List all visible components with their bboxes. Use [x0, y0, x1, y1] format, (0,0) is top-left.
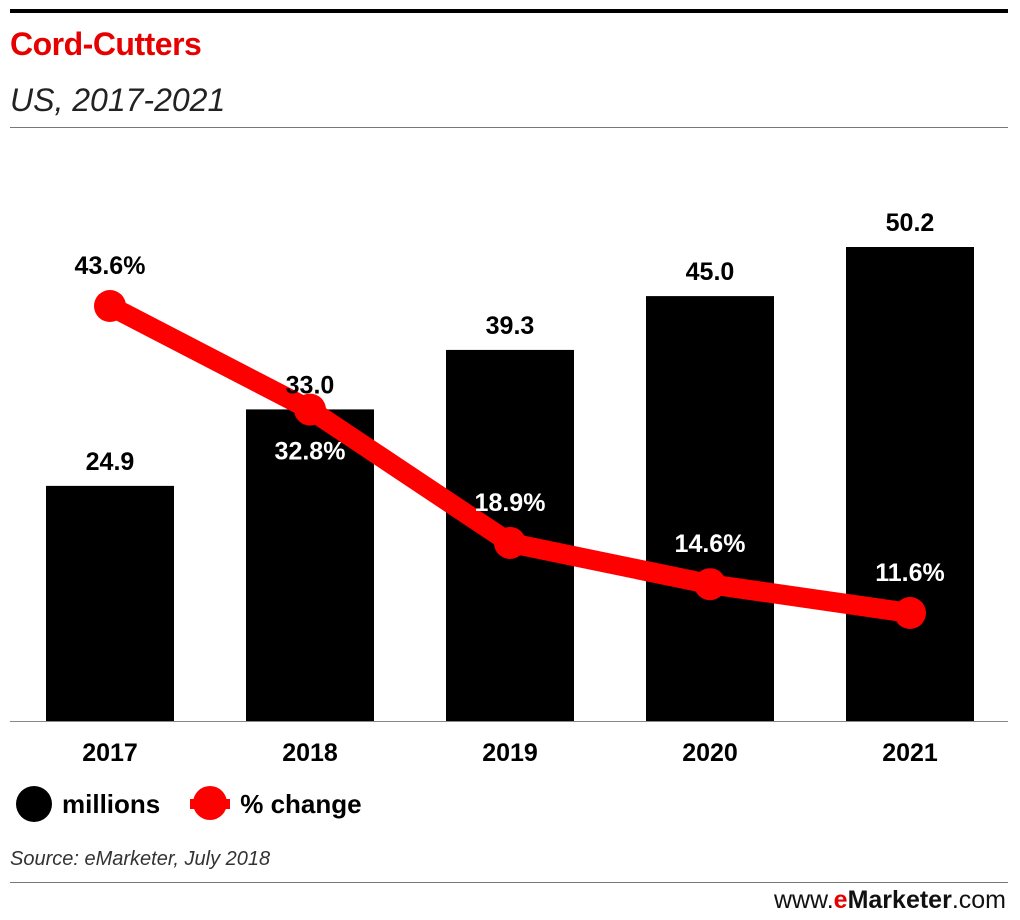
line-value-label-2021: 11.6% [875, 559, 945, 587]
chart-title: Cord-Cutters [10, 26, 202, 62]
line-point-2019 [494, 526, 526, 559]
chart-subtitle: US, 2017-2021 [10, 82, 226, 118]
bar-value-label-2020: 45.0 [686, 258, 735, 286]
bar-2021 [846, 247, 974, 721]
line-point-2018 [294, 393, 326, 426]
x-tick-label-2020: 2020 [682, 739, 738, 767]
legend-swatch-line-icon [190, 786, 231, 822]
line-point-2017 [94, 290, 126, 322]
bar-2020 [646, 296, 774, 721]
bar-value-label-2017: 24.9 [86, 448, 135, 476]
bottom-rule [10, 882, 1008, 883]
bar-value-label-2018: 33.0 [286, 371, 335, 399]
line-value-label-2017: 43.6% [75, 252, 146, 280]
x-tick-label-2018: 2018 [282, 739, 338, 767]
line-value-label-2019: 18.9% [475, 489, 546, 517]
line-point-2021 [894, 597, 926, 629]
legend-item-millions: millions [16, 786, 160, 822]
legend-label-pct-change: % change [240, 788, 362, 819]
brand-prefix: www. [773, 886, 834, 914]
bar-value-label-2019: 39.3 [486, 312, 535, 340]
legend-item-pct-change: % change [190, 786, 362, 822]
line-value-label-2018: 32.8% [275, 438, 346, 466]
x-tick-label-2021: 2021 [882, 739, 938, 767]
line-point-2020 [694, 568, 726, 601]
bar-2017 [46, 485, 174, 721]
subtitle-rule [10, 127, 1008, 128]
line-value-label-2020: 14.6% [675, 530, 746, 558]
bar-value-label-2021: 50.2 [886, 209, 935, 237]
x-tick-label-2019: 2019 [482, 739, 538, 767]
legend-label-millions: millions [62, 788, 161, 819]
legend-swatch-bar-icon [16, 786, 52, 822]
brand-name: Marketer [847, 886, 952, 914]
x-tick-label-2017: 2017 [82, 739, 138, 767]
brand-e: e [833, 886, 848, 914]
source-note: Source: eMarketer, July 2018 [10, 848, 271, 870]
brand-suffix: .com [951, 886, 1006, 914]
brand-url[interactable]: www.eMarketer.com [774, 886, 1006, 915]
legend: millions % change [16, 786, 392, 822]
bar-2018 [246, 409, 374, 721]
top-rule [10, 9, 1008, 13]
